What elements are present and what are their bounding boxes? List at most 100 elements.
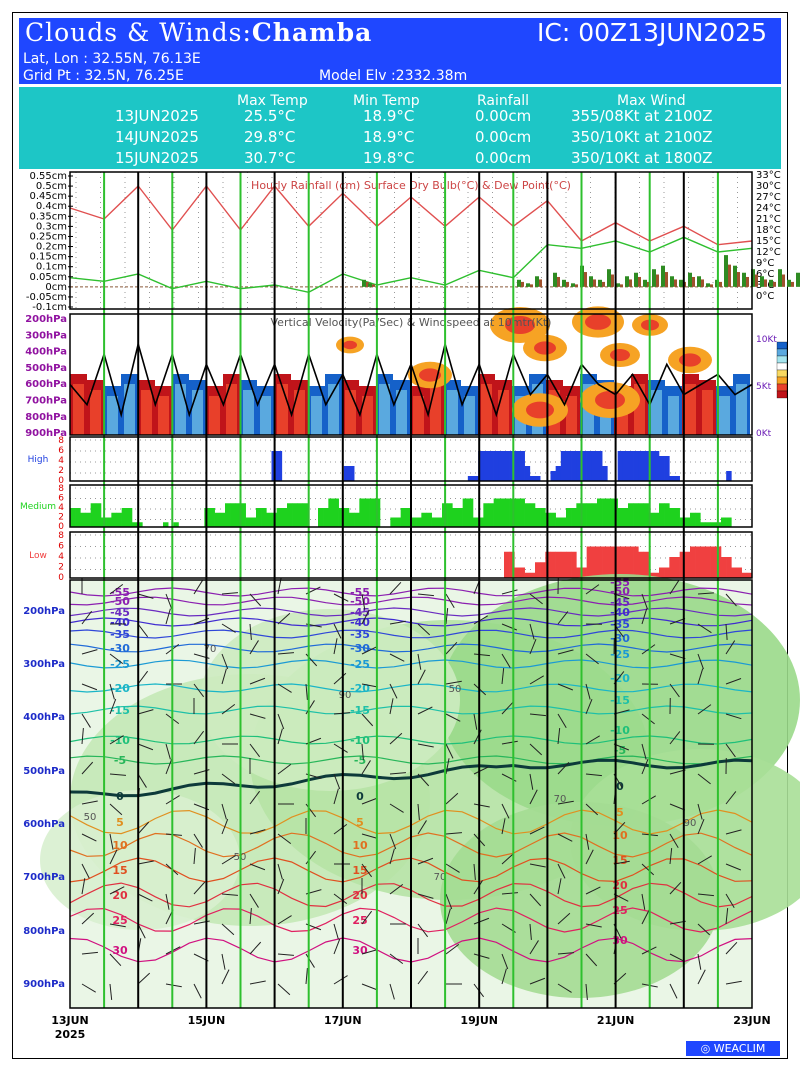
cloud-bar (349, 512, 355, 527)
wind-barb (557, 878, 562, 895)
circle-o-icon: ◎ (700, 1042, 714, 1055)
cloud-bar (731, 567, 737, 578)
row3-rain: 0.00cm (475, 149, 532, 167)
cloud-bar (602, 466, 608, 481)
wind-barb (81, 983, 96, 993)
cloud-bar (669, 557, 675, 578)
wind-barb (277, 878, 285, 895)
rain-bar (778, 269, 782, 287)
cloud-bar (457, 508, 463, 527)
cloud-bar (478, 451, 484, 481)
isotherm-label: -5 (354, 754, 366, 767)
cloud-bar (607, 498, 613, 527)
rain-axis-tick: 0.45cm (29, 191, 67, 202)
wind-barb (109, 849, 118, 865)
wind-barb (557, 833, 573, 842)
wind-barb (277, 863, 283, 880)
cloud-bar (509, 551, 515, 578)
wind-barb (585, 923, 602, 928)
rain-bar (719, 281, 722, 287)
cloud-bar (250, 517, 257, 527)
wind-barb (249, 980, 266, 985)
wind-barb (445, 792, 459, 805)
row3-min: 19.8°C (363, 149, 415, 167)
cloud-bar (137, 522, 143, 527)
wind-barb (109, 803, 123, 816)
wind-barb (277, 578, 282, 595)
rain-bar (616, 283, 620, 287)
wind-axis-tick: 0Kt (756, 429, 772, 439)
rain-bar (521, 281, 524, 287)
wind-barb (641, 909, 650, 925)
cloud-bar (566, 551, 572, 578)
wind-barb (333, 773, 341, 790)
isotherm-label: -40 (350, 616, 370, 629)
wind-barb (557, 863, 566, 879)
cloud-bar (643, 551, 649, 578)
rain-bar (647, 281, 650, 287)
date-tick: 15JUN (188, 1014, 226, 1027)
wind-barb (501, 701, 514, 715)
cloud-bar (302, 503, 308, 527)
wind-barb (445, 641, 458, 655)
cloud-bar (591, 546, 598, 578)
wind-barb (389, 953, 404, 965)
vvel-cell (107, 396, 118, 435)
rain-bar (562, 279, 566, 287)
cloud-bar (576, 503, 582, 527)
wind-barb (361, 910, 373, 925)
cloud-bar (421, 512, 427, 527)
vvel-cell (719, 396, 730, 435)
rain-bar (539, 279, 542, 287)
rh-label: 50 (449, 684, 462, 695)
wind-barb (445, 758, 450, 775)
cloud-bar (550, 471, 556, 481)
wind-barb (193, 848, 196, 865)
cloud-bar (695, 546, 701, 578)
wind-barb (109, 773, 126, 776)
isotherm-label: 20 (352, 889, 368, 902)
row1-max: 25.5°C (244, 107, 296, 125)
vvel-cell (396, 390, 407, 435)
wind-barb (725, 791, 737, 805)
wind-barb (557, 611, 569, 625)
isotherm-label: -50 (110, 595, 130, 608)
rain-axis-tick: 0.4cm (36, 201, 67, 212)
wind-barb (81, 728, 84, 745)
rain-bar (553, 272, 557, 287)
wind-barb (445, 893, 453, 910)
wind-barb (389, 683, 398, 699)
wind-barb (557, 728, 561, 745)
pressure-tick: 700hPa (25, 396, 67, 407)
rain-bar (796, 272, 800, 287)
wind-barb (221, 773, 236, 785)
wind-barb (669, 848, 673, 865)
wind-barb (165, 893, 170, 910)
rain-bar (728, 264, 731, 287)
wind-barb (165, 833, 182, 836)
wind-barb (81, 610, 93, 625)
wind-barb (445, 713, 461, 722)
rain-bar (782, 274, 785, 287)
pressure-tick: 800hPa (23, 926, 65, 937)
cloud-bar (555, 551, 562, 578)
wind-barb (641, 743, 647, 760)
date-tick: 21JUN (597, 1014, 635, 1027)
cloud-bar (116, 512, 122, 527)
vvel-cell (634, 384, 645, 435)
vvel-patch (610, 349, 630, 361)
isotherm-label: 30 (112, 944, 128, 957)
cloud-bar (261, 508, 267, 527)
wind-barb (137, 670, 149, 685)
title-prefix: Clouds & Winds: (25, 18, 252, 47)
cloud-bar (225, 503, 231, 527)
row3-max: 30.7°C (244, 149, 296, 167)
vvel-group: Vertical Velocity(Pa/Sec) & Windspeed at… (25, 306, 788, 439)
rain-axis-tick: 0.35cm (29, 211, 67, 222)
cloud-bar (514, 498, 520, 527)
wind-barb (725, 743, 736, 758)
cloud-bar (560, 551, 567, 578)
rain-bar (611, 274, 614, 287)
wind-barb (221, 855, 236, 865)
